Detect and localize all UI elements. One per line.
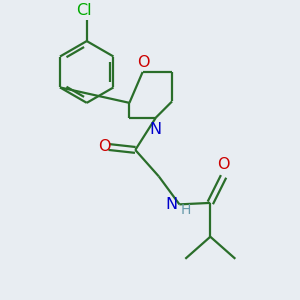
Text: N: N bbox=[150, 122, 162, 137]
Text: O: O bbox=[217, 157, 230, 172]
Text: Cl: Cl bbox=[76, 2, 92, 17]
Text: O: O bbox=[98, 140, 111, 154]
Text: N: N bbox=[166, 197, 178, 212]
Text: H: H bbox=[181, 203, 191, 217]
Text: O: O bbox=[137, 55, 149, 70]
